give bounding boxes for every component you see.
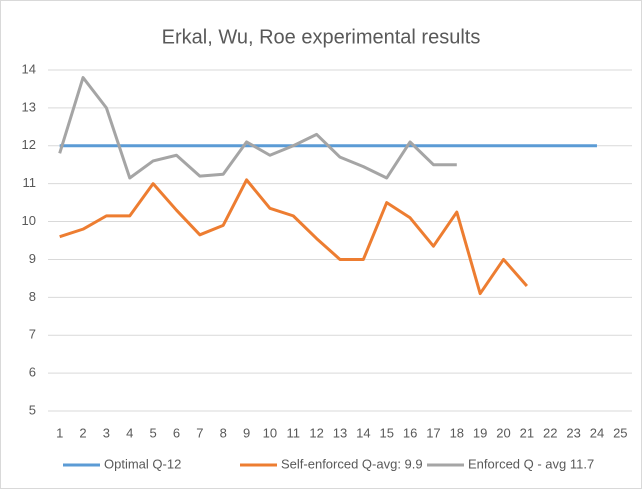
x-tick-label: 23 <box>566 425 580 440</box>
x-tick-label: 18 <box>450 425 464 440</box>
legend-label: Optimal Q-12 <box>104 456 181 471</box>
x-tick-label: 3 <box>103 425 110 440</box>
y-tick-label: 13 <box>22 99 36 114</box>
legend-label: Enforced Q - avg 11.7 <box>468 456 594 471</box>
y-tick-label: 10 <box>22 213 36 228</box>
y-tick-label: 6 <box>29 365 36 380</box>
legend-label: Self-enforced Q-avg: 9.9 <box>281 456 423 471</box>
x-tick-label: 21 <box>520 425 534 440</box>
x-tick-label: 19 <box>473 425 487 440</box>
x-tick-label: 2 <box>79 425 86 440</box>
x-tick-label: 14 <box>356 425 370 440</box>
x-tick-label: 12 <box>309 425 323 440</box>
x-tick-label: 22 <box>543 425 557 440</box>
y-tick-label: 8 <box>29 289 36 304</box>
x-tick-label: 20 <box>496 425 510 440</box>
x-tick-label: 5 <box>150 425 157 440</box>
x-tick-label: 15 <box>379 425 393 440</box>
y-tick-label: 11 <box>23 175 37 190</box>
x-tick-label: 6 <box>173 425 180 440</box>
series-line <box>58 76 457 180</box>
y-tick-label: 14 <box>22 61 36 76</box>
x-tick-label: 9 <box>243 425 250 440</box>
x-tick-label: 17 <box>426 425 440 440</box>
chart-title: Erkal, Wu, Roe experimental results <box>162 26 481 48</box>
y-tick-label: 7 <box>29 327 36 342</box>
x-tick-label: 11 <box>287 425 301 440</box>
x-tick-label: 10 <box>263 425 277 440</box>
y-tick-label: 5 <box>29 402 36 417</box>
x-tick-label: 7 <box>196 425 203 440</box>
x-tick-label: 8 <box>220 425 227 440</box>
x-tick-label: 1 <box>56 425 63 440</box>
x-tick-label: 4 <box>126 425 133 440</box>
series-line <box>59 178 529 296</box>
x-tick-label: 13 <box>333 425 347 440</box>
x-tick-label: 16 <box>403 425 417 440</box>
x-tick-label: 24 <box>590 425 604 440</box>
x-tick-label: 25 <box>613 425 627 440</box>
y-tick-label: 9 <box>29 251 36 266</box>
y-tick-label: 12 <box>22 137 36 152</box>
